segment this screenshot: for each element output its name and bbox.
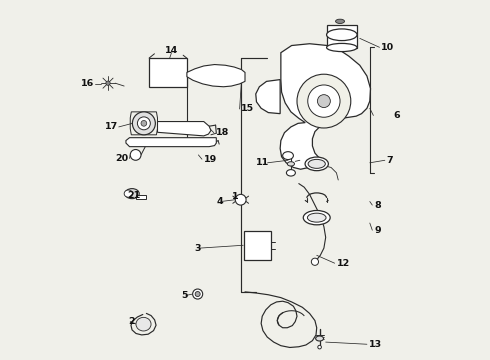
Ellipse shape: [136, 318, 151, 331]
Ellipse shape: [336, 19, 344, 23]
Ellipse shape: [316, 336, 323, 341]
Text: 6: 6: [394, 111, 400, 120]
Circle shape: [318, 95, 330, 108]
Text: 18: 18: [216, 128, 229, 137]
Circle shape: [130, 149, 141, 160]
Text: 8: 8: [374, 201, 381, 210]
Text: 9: 9: [374, 226, 381, 235]
Text: 14: 14: [165, 46, 178, 55]
Text: 12: 12: [337, 259, 350, 268]
Ellipse shape: [287, 162, 294, 166]
Ellipse shape: [303, 211, 330, 225]
Ellipse shape: [326, 44, 357, 51]
Polygon shape: [187, 64, 245, 87]
Ellipse shape: [307, 213, 326, 222]
Text: 13: 13: [368, 340, 382, 349]
Text: 10: 10: [381, 43, 394, 52]
Circle shape: [106, 81, 110, 85]
Ellipse shape: [318, 345, 321, 349]
Circle shape: [132, 112, 155, 135]
Circle shape: [308, 85, 340, 117]
Circle shape: [297, 74, 351, 128]
Circle shape: [137, 117, 150, 130]
Bar: [244, 230, 271, 260]
Text: 19: 19: [204, 155, 217, 164]
Text: 11: 11: [256, 158, 270, 167]
Text: 17: 17: [104, 122, 118, 131]
Text: 20: 20: [115, 154, 128, 163]
Text: 2: 2: [128, 317, 135, 326]
Text: 7: 7: [387, 156, 393, 165]
Ellipse shape: [287, 170, 295, 176]
Circle shape: [193, 289, 203, 299]
Ellipse shape: [326, 29, 357, 41]
Bar: [136, 195, 147, 199]
Ellipse shape: [283, 152, 294, 159]
Text: 16: 16: [81, 80, 95, 89]
Text: 21: 21: [127, 190, 141, 199]
Ellipse shape: [305, 157, 328, 171]
Ellipse shape: [125, 189, 139, 199]
Text: 4: 4: [216, 197, 223, 206]
Text: 15: 15: [242, 104, 254, 113]
Bar: [149, 58, 187, 87]
Circle shape: [195, 292, 200, 297]
Polygon shape: [256, 80, 280, 114]
Polygon shape: [126, 138, 216, 147]
Text: 3: 3: [195, 244, 201, 253]
Ellipse shape: [308, 159, 325, 168]
Text: 5: 5: [181, 291, 188, 300]
Bar: [326, 25, 357, 48]
Ellipse shape: [124, 190, 133, 197]
Text: 1: 1: [232, 192, 239, 201]
Circle shape: [141, 121, 147, 126]
Circle shape: [235, 194, 246, 205]
Circle shape: [311, 258, 318, 265]
Polygon shape: [157, 122, 211, 136]
Polygon shape: [280, 44, 370, 169]
